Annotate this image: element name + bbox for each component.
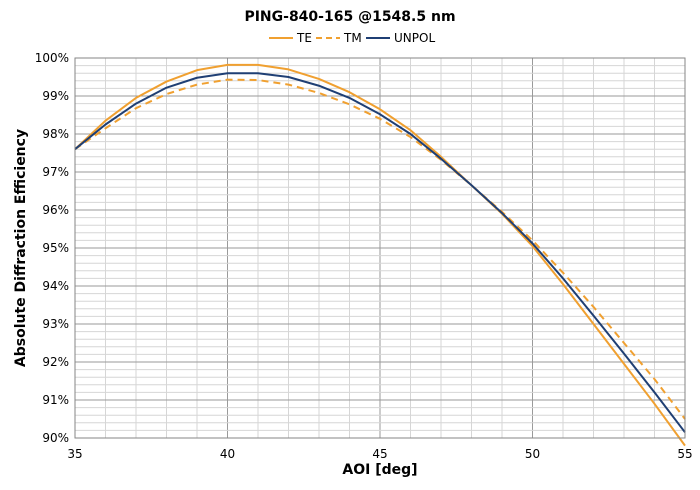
x-tick-label: 55 [677,447,692,461]
legend-label-tm: TM [343,31,362,45]
y-tick-label: 98% [42,127,69,141]
y-tick-labels: 90% 91% 92% 93% 94% 95% 96% 97% 98% 99% 100% [35,51,69,445]
x-tick-label: 50 [525,447,540,461]
series-line-te [74,63,686,447]
grid [74,57,686,439]
y-tick-label: 99% [42,89,69,103]
y-tick-label: 97% [42,165,69,179]
legend-label-te: TE [296,31,312,45]
y-tick-label: 91% [42,393,69,407]
y-tick-label: 92% [42,355,69,369]
series-line-unpol [74,72,686,433]
series-layer [74,63,686,447]
chart-title: PING-840-165 @1548.5 nm [244,9,455,25]
x-tick-labels: 35 40 45 50 55 [67,447,692,461]
legend-label-unpol: UNPOL [394,31,435,45]
y-tick-label: 93% [42,317,69,331]
y-axis-title: Absolute Diffraction Efficiency [13,129,29,367]
x-tick-label: 35 [67,447,82,461]
series-line-tm [74,78,686,420]
plot-area-border [74,57,686,439]
y-tick-label: 94% [42,279,69,293]
y-tick-label: 90% [42,431,69,445]
x-tick-label: 45 [372,447,387,461]
x-axis-title: AOI [deg] [342,462,417,478]
x-tick-label: 40 [220,447,235,461]
y-tick-label: 95% [42,241,69,255]
y-tick-label: 96% [42,203,69,217]
legend: TE TM UNPOL [269,31,435,45]
y-tick-label: 100% [35,51,69,65]
